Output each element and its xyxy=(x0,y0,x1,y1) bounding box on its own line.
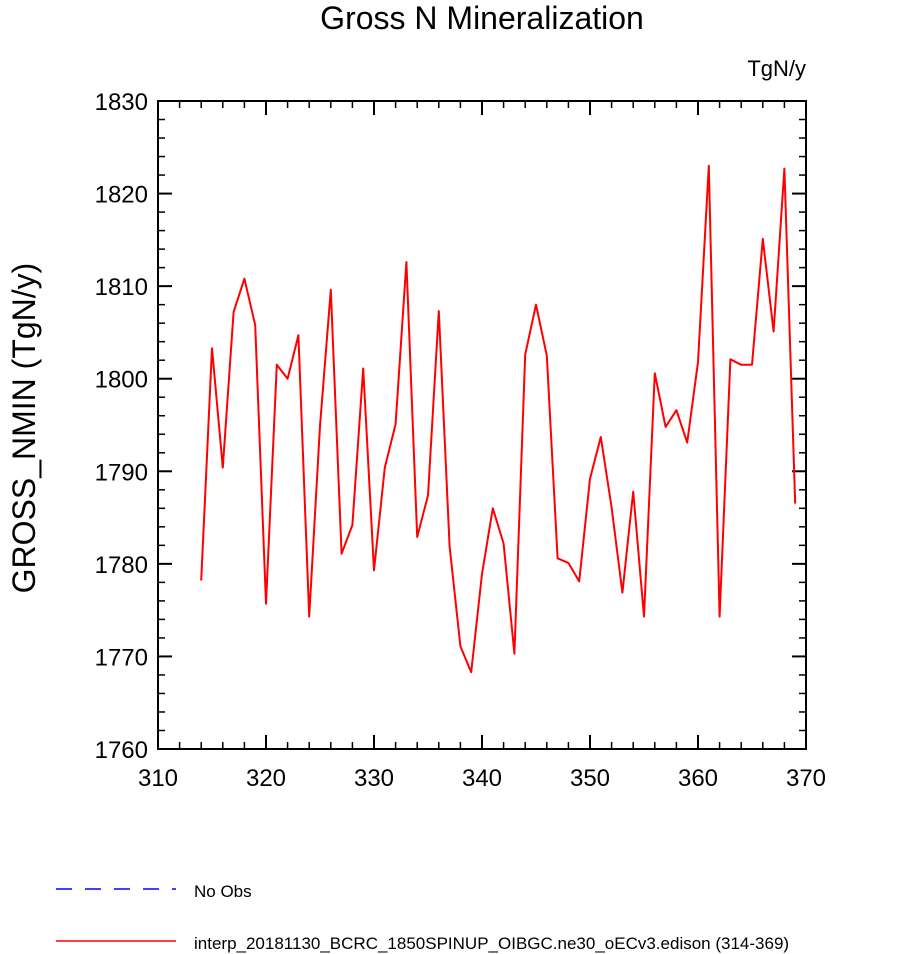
legend: No Obs interp_20181130_BCRC_1850SPINUP_OI… xyxy=(56,882,789,953)
y-tick-label: 1830 xyxy=(95,89,148,116)
y-tick-label: 1800 xyxy=(95,367,148,394)
x-tick-label: 340 xyxy=(462,765,502,792)
x-tick-labels: 310 320 330 340 350 360 370 xyxy=(138,765,826,792)
axis-ticks xyxy=(157,100,807,750)
x-tick-label: 370 xyxy=(786,765,826,792)
series-line-1 xyxy=(200,164,797,674)
legend-label-1: interp_20181130_BCRC_1850SPINUP_OIBGC.ne… xyxy=(194,934,789,953)
y-tick-label: 1810 xyxy=(95,274,148,301)
y-tick-labels: 1760 1770 1780 1790 1800 1810 1820 1830 xyxy=(95,89,148,764)
x-tick-label: 320 xyxy=(246,765,286,792)
y-tick-label: 1770 xyxy=(95,644,148,671)
units-label: TgN/y xyxy=(747,56,806,81)
legend-label-0: No Obs xyxy=(194,882,252,901)
series-layer xyxy=(200,164,797,674)
x-tick-label: 360 xyxy=(678,765,718,792)
y-tick-label: 1780 xyxy=(95,552,148,579)
x-tick-label: 330 xyxy=(354,765,394,792)
x-tick-label: 310 xyxy=(138,765,178,792)
y-tick-label: 1760 xyxy=(95,737,148,764)
x-tick-label: 350 xyxy=(570,765,610,792)
y-tick-label: 1820 xyxy=(95,182,148,209)
chart-title: Gross N Mineralization xyxy=(320,0,644,36)
y-axis-label: GROSS_NMIN (TgN/y) xyxy=(6,263,42,594)
y-tick-label: 1790 xyxy=(95,459,148,486)
